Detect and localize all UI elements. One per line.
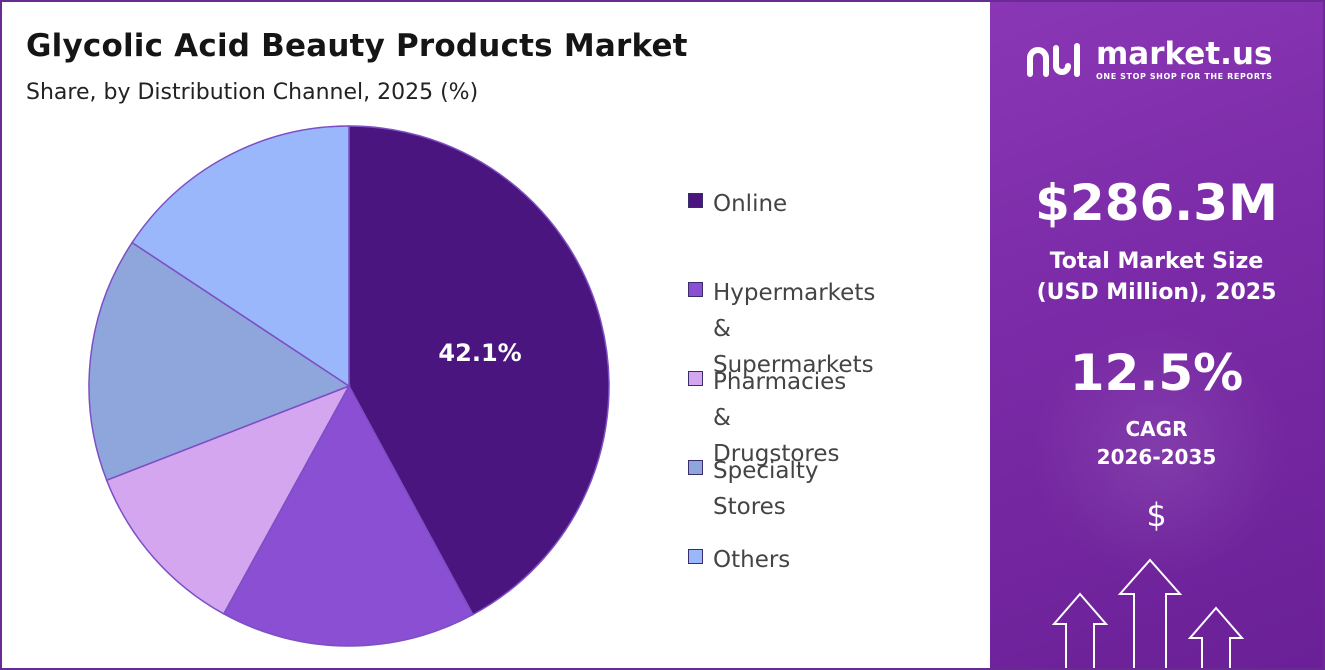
legend-item-others: Others: [688, 542, 790, 578]
brand-tagline: ONE STOP SHOP FOR THE REPORTS: [1096, 72, 1273, 81]
growth-arrows-icon: [1051, 558, 1245, 668]
brand-name: market.us: [1096, 36, 1273, 72]
slice-others: [131, 125, 350, 388]
legend-swatch-specialty-stores: [688, 460, 703, 475]
legend-item-pharmacies: Pharmacies & Drugstores: [688, 364, 846, 472]
cagr-value: 12.5%: [1069, 344, 1244, 402]
legend-label-pharmacies: Pharmacies & Drugstores: [713, 369, 847, 467]
chart-subtitle: Share, by Distribution Channel, 2025 (%): [26, 80, 479, 105]
market-size-value: $286.3M: [1035, 174, 1278, 232]
legend-swatch-online: [688, 193, 703, 208]
legend-swatch-pharmacies: [688, 371, 703, 386]
chart-title: Glycolic Acid Beauty Products Market: [26, 28, 688, 64]
legend-label-online: Online: [713, 191, 788, 217]
summary-panel: market.us ONE STOP SHOP FOR THE REPORTS …: [990, 2, 1323, 668]
slice-hypermarkets: [222, 384, 474, 647]
legend-label-specialty-stores: Specialty Stores: [713, 458, 819, 520]
legend-item-specialty-stores: Specialty Stores: [688, 453, 819, 525]
data-label-online: 42.1%: [438, 339, 521, 367]
brand-logo: market.us ONE STOP SHOP FOR THE REPORTS: [1026, 38, 1273, 81]
slice-online: [348, 125, 610, 616]
legend-item-hypermarkets: Hypermarkets & Supermarkets: [688, 275, 875, 383]
dollar-icon: $: [1146, 496, 1167, 534]
pie-chart: 42.1%: [88, 125, 610, 647]
cagr-label: CAGR 2026-2035: [1096, 417, 1217, 469]
legend-swatch-others: [688, 549, 703, 564]
legend-label-hypermarkets: Hypermarkets & Supermarkets: [713, 280, 876, 378]
legend-item-online: Online: [688, 186, 787, 222]
chart-panel: Glycolic Acid Beauty Products Market Sha…: [2, 2, 988, 668]
legend-swatch-hypermarkets: [688, 282, 703, 297]
slice-specialty-stores: [88, 241, 351, 482]
market-us-logo-icon: [1027, 42, 1080, 77]
market-size-label: Total Market Size (USD Million), 2025: [1036, 249, 1277, 305]
legend-label-others: Others: [713, 547, 791, 573]
slice-pharmacies: [105, 384, 351, 615]
